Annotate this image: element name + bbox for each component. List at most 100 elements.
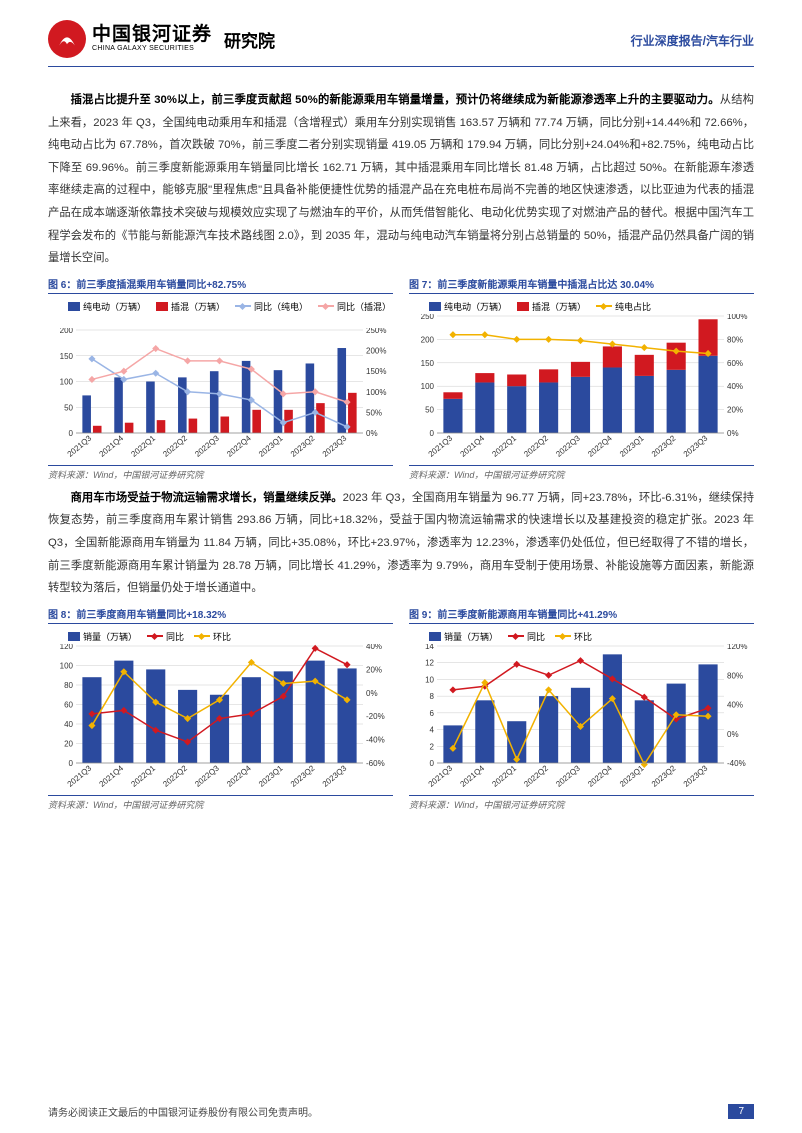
svg-text:80: 80 (64, 681, 73, 690)
svg-text:20: 20 (64, 739, 73, 748)
para2-bold: 商用车市场受益于物流运输需求增长，销量继续反弹。 (71, 492, 343, 504)
svg-text:50%: 50% (366, 408, 382, 417)
svg-text:40%: 40% (727, 382, 743, 391)
svg-text:2022Q3: 2022Q3 (193, 433, 221, 459)
logo-cn: 中国银河证券 (92, 25, 212, 45)
chart9: 销量（万辆）同比环比02468101214-40%0%40%80%120%202… (409, 628, 754, 793)
svg-text:40%: 40% (727, 700, 743, 709)
svg-text:2021Q4: 2021Q4 (98, 763, 126, 789)
svg-text:20%: 20% (366, 665, 382, 674)
svg-text:0: 0 (430, 429, 435, 438)
svg-text:-60%: -60% (366, 759, 385, 768)
chart8-title: 图 8：前三季度商用车销量同比+18.32% (48, 606, 393, 624)
svg-text:2022Q3: 2022Q3 (554, 433, 582, 459)
svg-text:2022Q2: 2022Q2 (161, 763, 189, 789)
svg-text:2023Q2: 2023Q2 (289, 433, 317, 459)
chart9-source: 资料来源：Wind，中国银河证券研究院 (409, 795, 754, 811)
svg-text:100: 100 (421, 382, 435, 391)
chart6-source: 资料来源：Wind，中国银河证券研究院 (48, 465, 393, 481)
page-header: 中国银河证券 CHINA GALAXY SECURITIES 研究院 行业深度报… (48, 20, 754, 58)
svg-text:-40%: -40% (727, 759, 746, 768)
svg-text:100: 100 (60, 661, 74, 670)
chart7-source: 资料来源：Wind，中国银河证券研究院 (409, 465, 754, 481)
svg-text:-40%: -40% (366, 735, 385, 744)
header-category: 行业深度报告/汽车行业 (631, 32, 754, 49)
svg-text:2: 2 (430, 742, 435, 751)
svg-text:2021Q4: 2021Q4 (459, 433, 487, 459)
svg-text:100: 100 (60, 377, 74, 386)
svg-text:6: 6 (430, 709, 435, 718)
svg-text:2022Q4: 2022Q4 (225, 763, 253, 789)
chart7: 纯电动（万辆）插混（万辆）纯电占比0501001502002500%20%40%… (409, 298, 754, 463)
svg-text:0%: 0% (366, 689, 378, 698)
svg-text:50: 50 (64, 403, 73, 412)
svg-text:2022Q3: 2022Q3 (554, 763, 582, 789)
chart6: 纯电动（万辆）插混（万辆）同比（纯电）同比（插混）0501001502000%5… (48, 298, 393, 463)
chart8: 销量（万辆）同比环比020406080100120-60%-40%-20%0%2… (48, 628, 393, 793)
svg-text:40%: 40% (366, 644, 382, 651)
svg-text:2022Q2: 2022Q2 (522, 433, 550, 459)
svg-text:2022Q1: 2022Q1 (490, 763, 518, 789)
svg-text:120: 120 (60, 644, 74, 651)
para2-rest: 2023 年 Q3，全国商用车销量为 96.77 万辆，同+23.78%，环比-… (48, 492, 754, 594)
svg-text:2023Q3: 2023Q3 (321, 763, 349, 789)
para1-rest: 从结构上来看，2023 年 Q3，全国纯电动乘用车和插混（含增程式）乘用车分别实… (48, 94, 754, 264)
svg-text:2023Q1: 2023Q1 (257, 763, 285, 789)
paragraph-1: 插混占比提升至 30%以上，前三季度贡献超 50%的新能源乘用车销量增量，预计仍… (48, 89, 754, 270)
svg-text:80%: 80% (727, 671, 743, 680)
svg-text:14: 14 (425, 644, 434, 651)
chart-row-2: 图 8：前三季度商用车销量同比+18.32% 销量（万辆）同比环比0204060… (48, 606, 754, 811)
chart8-source: 资料来源：Wind，中国银河证券研究院 (48, 795, 393, 811)
svg-text:2023Q1: 2023Q1 (618, 763, 646, 789)
svg-text:2022Q1: 2022Q1 (129, 763, 157, 789)
logo-en: CHINA GALAXY SECURITIES (92, 45, 212, 52)
svg-text:200: 200 (60, 328, 74, 335)
svg-text:4: 4 (430, 725, 435, 734)
svg-text:2023Q2: 2023Q2 (289, 763, 317, 789)
svg-text:10: 10 (425, 675, 434, 684)
svg-text:250: 250 (421, 314, 435, 321)
logo-dept: 研究院 (224, 27, 275, 52)
svg-text:0%: 0% (727, 429, 739, 438)
svg-text:2023Q1: 2023Q1 (257, 433, 285, 459)
svg-text:2022Q1: 2022Q1 (490, 433, 518, 459)
svg-text:2022Q2: 2022Q2 (522, 763, 550, 789)
svg-text:2023Q3: 2023Q3 (321, 433, 349, 459)
svg-text:2022Q4: 2022Q4 (225, 433, 253, 459)
para1-bold: 插混占比提升至 30%以上，前三季度贡献超 50%的新能源乘用车销量增量，预计仍… (71, 94, 720, 106)
svg-text:120%: 120% (727, 644, 747, 651)
svg-text:8: 8 (430, 692, 435, 701)
svg-text:60: 60 (64, 700, 73, 709)
svg-text:-20%: -20% (366, 712, 385, 721)
svg-text:2021Q4: 2021Q4 (98, 433, 126, 459)
chart6-title: 图 6：前三季度插混乘用车销量同比+82.75% (48, 276, 393, 294)
svg-text:150: 150 (421, 359, 435, 368)
svg-text:40: 40 (64, 720, 73, 729)
svg-text:2023Q3: 2023Q3 (682, 433, 710, 459)
svg-text:0: 0 (69, 759, 74, 768)
svg-text:0: 0 (430, 759, 435, 768)
svg-text:2023Q3: 2023Q3 (682, 763, 710, 789)
svg-text:150%: 150% (366, 367, 386, 376)
svg-text:2022Q4: 2022Q4 (586, 763, 614, 789)
svg-text:2022Q3: 2022Q3 (193, 763, 221, 789)
svg-text:50: 50 (425, 405, 434, 414)
header-divider (48, 66, 754, 67)
logo-block: 中国银河证券 CHINA GALAXY SECURITIES 研究院 (48, 20, 275, 58)
svg-text:2022Q1: 2022Q1 (129, 433, 157, 459)
svg-text:2022Q4: 2022Q4 (586, 433, 614, 459)
svg-text:20%: 20% (727, 405, 743, 414)
chart7-title: 图 7：前三季度新能源乘用车销量中插混占比达 30.04% (409, 276, 754, 294)
logo-icon (48, 20, 86, 58)
svg-text:80%: 80% (727, 335, 743, 344)
svg-text:60%: 60% (727, 359, 743, 368)
svg-text:150: 150 (60, 352, 74, 361)
svg-text:100%: 100% (727, 314, 747, 321)
svg-text:200: 200 (421, 335, 435, 344)
svg-text:100%: 100% (366, 388, 386, 397)
footer-disclaimer: 请务必阅读正文最后的中国银河证券股份有限公司免责声明。 (48, 1104, 318, 1119)
svg-text:250%: 250% (366, 328, 386, 335)
svg-text:2021Q4: 2021Q4 (459, 763, 487, 789)
page-footer: 请务必阅读正文最后的中国银河证券股份有限公司免责声明。 7 (48, 1104, 754, 1119)
page-number: 7 (728, 1104, 754, 1119)
